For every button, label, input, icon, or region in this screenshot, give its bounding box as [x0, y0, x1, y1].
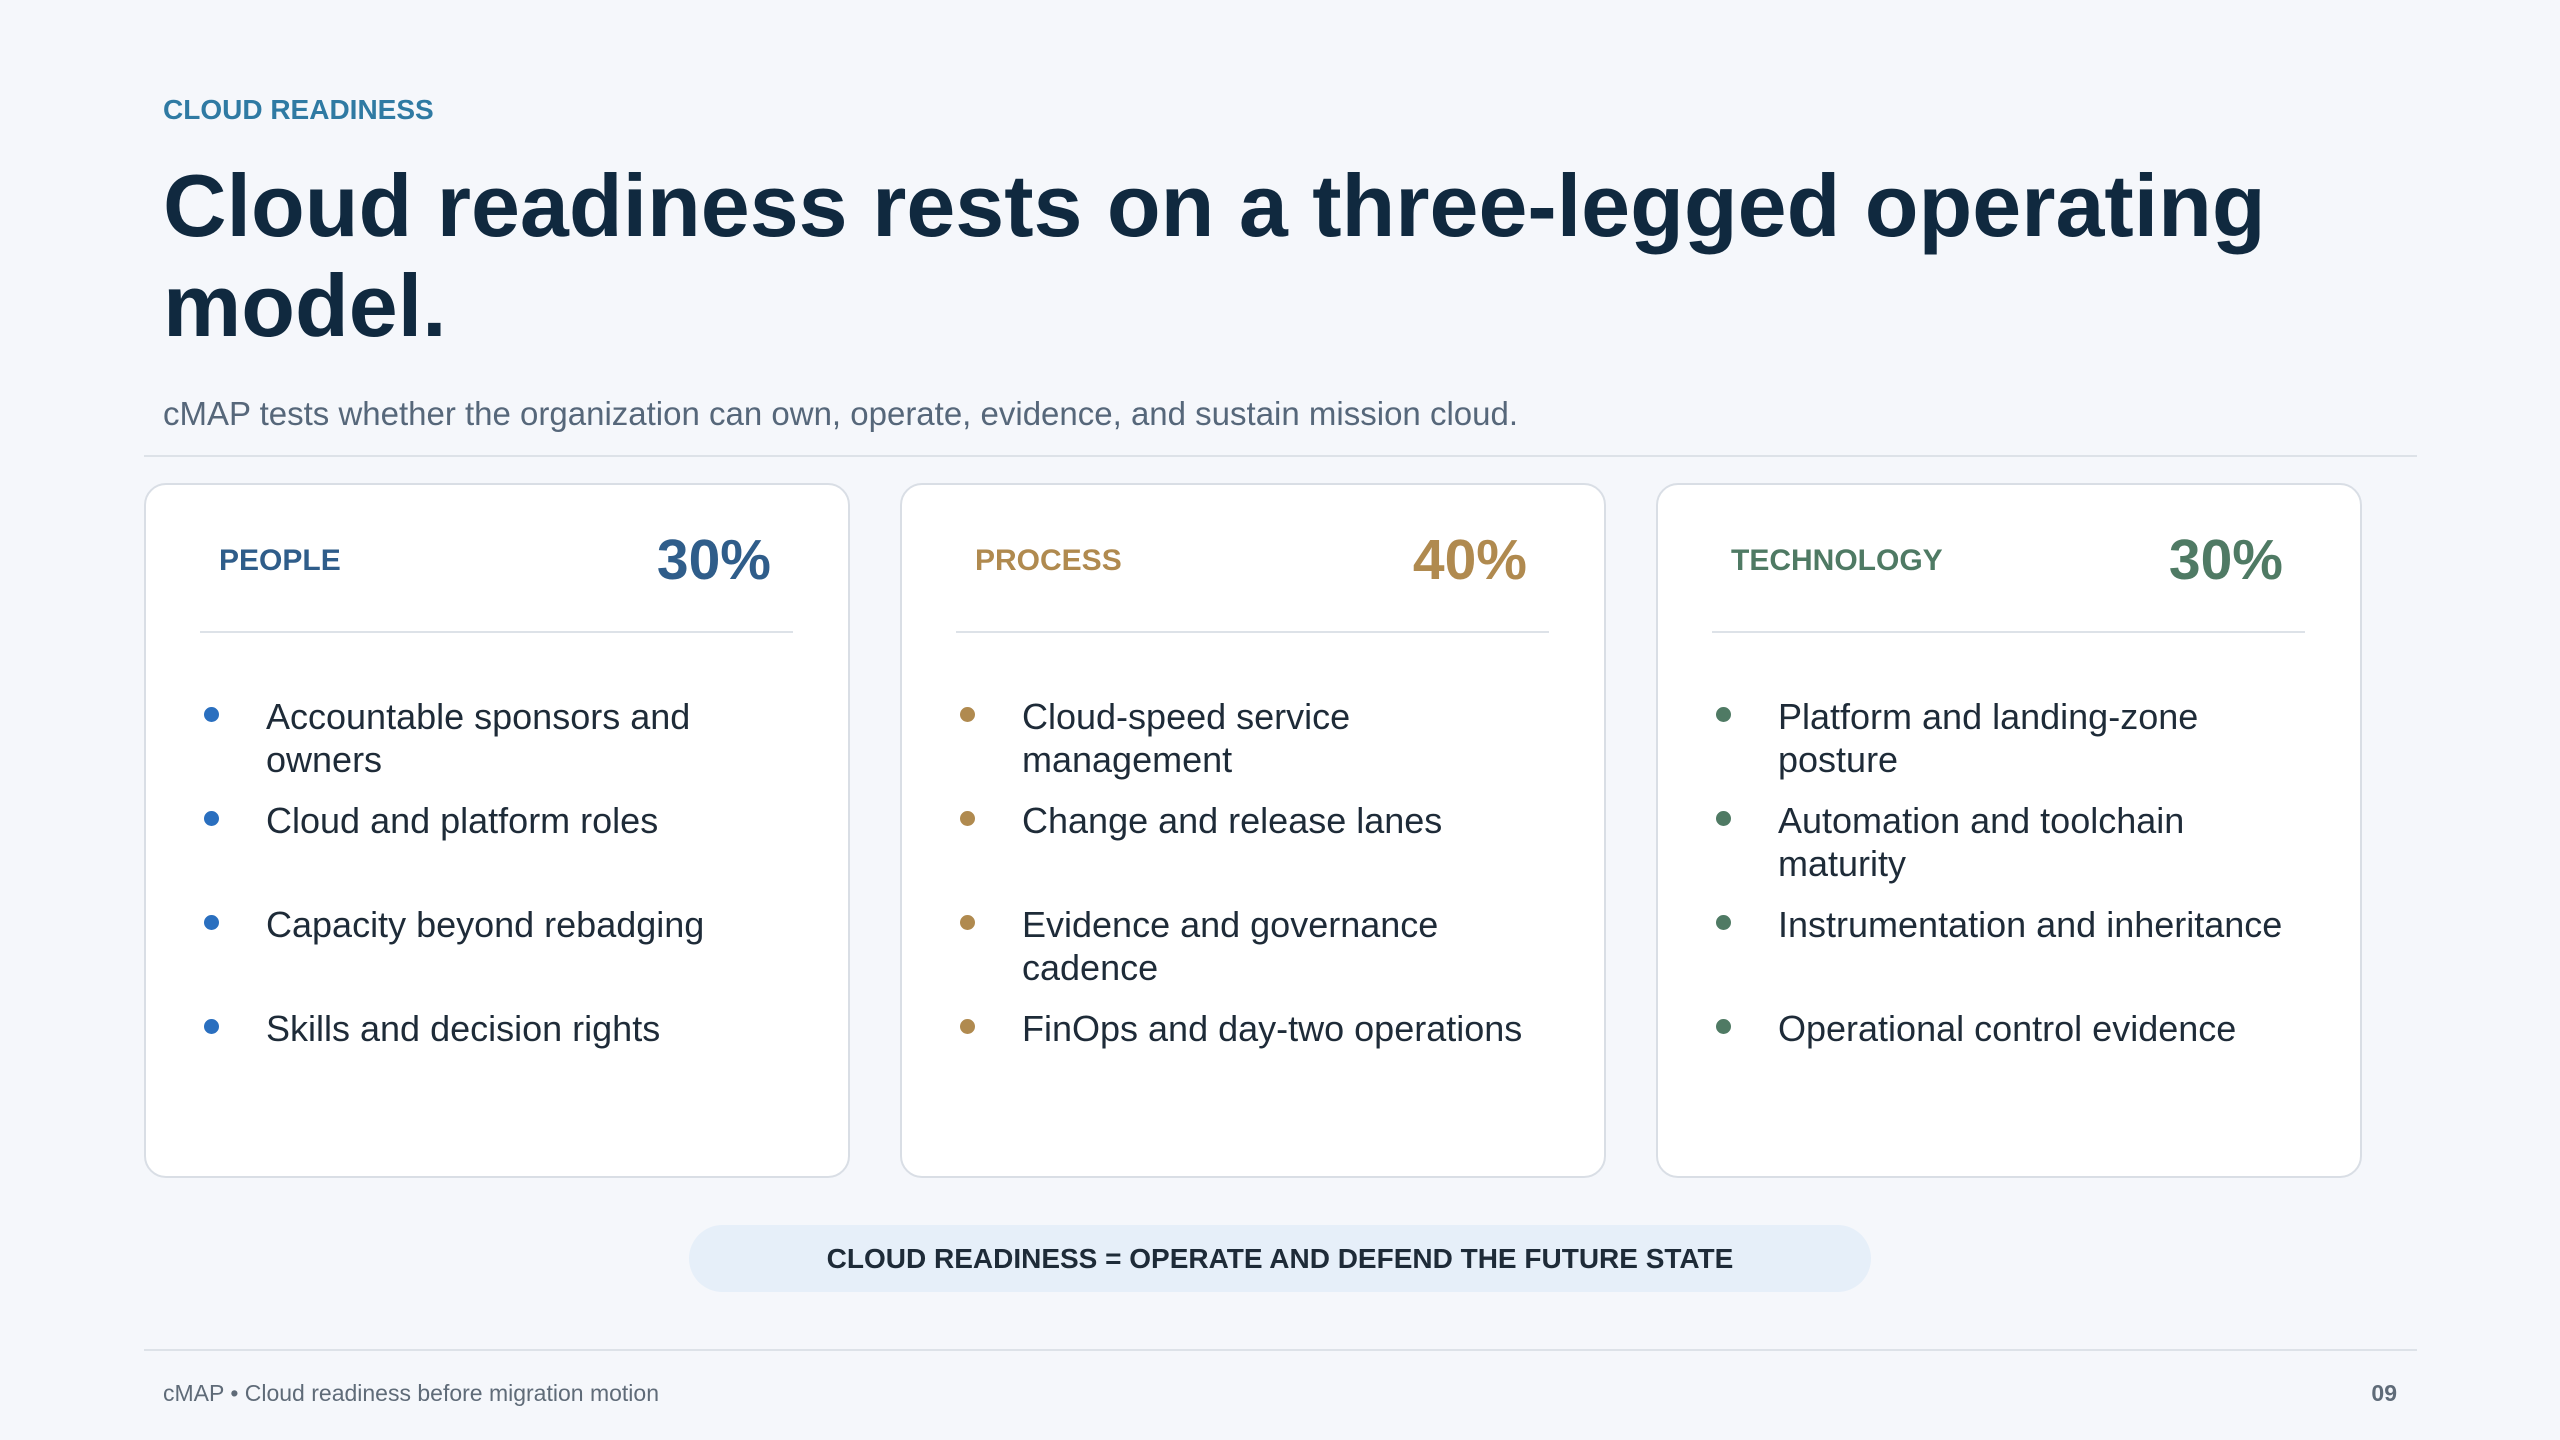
card-share: 30% [656, 528, 771, 592]
bullet-text: FinOps and day-two operations [1022, 1008, 1523, 1049]
bullet [960, 707, 975, 722]
card-divider [956, 631, 1549, 633]
bullet-text: Operational control evidence [1778, 1008, 2237, 1049]
card-divider [200, 631, 793, 633]
card-share: 40% [1412, 528, 1527, 592]
bullet [960, 811, 975, 826]
card-share: 30% [2168, 528, 2283, 592]
divider [144, 455, 2417, 457]
pillar-card: PEOPLE 30% Accountable sponsors and owners… [144, 483, 850, 1178]
divider [144, 1349, 2417, 1351]
card-divider [1712, 631, 2305, 633]
bullet-text: Instrumentation and inheritance [1778, 904, 2283, 945]
bullet-text: Automation and toolchain maturity [1778, 800, 2185, 884]
bullet [204, 811, 219, 826]
slide-title: Cloud readiness rests on a three-legged … [163, 156, 2266, 355]
footer-text: cMAP • Cloud readiness before migration … [163, 1380, 659, 1406]
page-number: 09 [2371, 1380, 2397, 1406]
bullet [960, 915, 975, 930]
card-label: PEOPLE [219, 544, 341, 577]
bullet-text: Evidence and governance cadence [1022, 904, 1439, 988]
bullet-text: Accountable sponsors and owners [266, 696, 691, 780]
eyebrow: CLOUD READINESS [163, 94, 434, 125]
bullet [960, 1019, 975, 1034]
bullet [204, 707, 219, 722]
bullet-text: Change and release lanes [1022, 800, 1443, 841]
bullet [1716, 1019, 1731, 1034]
bullet [1716, 915, 1731, 930]
subtitle: cMAP tests whether the organization can … [163, 395, 1518, 432]
bullet-text: Skills and decision rights [266, 1008, 661, 1049]
bullet [1716, 707, 1731, 722]
bullet [1716, 811, 1731, 826]
bullet [204, 915, 219, 930]
summary-banner: CLOUD READINESS = OPERATE AND DEFEND THE… [689, 1225, 1871, 1292]
pillar-card: TECHNOLOGY 30% Platform and landing-zone p… [1656, 483, 2362, 1178]
bullet-text: Platform and landing-zone posture [1778, 696, 2199, 780]
bullet-text: Cloud and platform roles [266, 800, 659, 841]
card-label: TECHNOLOGY [1731, 544, 1943, 577]
pillar-card: PROCESS 40% Cloud-speed service management… [900, 483, 1606, 1178]
card-label: PROCESS [975, 544, 1122, 577]
bullet-text: Capacity beyond rebadging [266, 904, 705, 945]
bullet [204, 1019, 219, 1034]
bullet-text: Cloud-speed service management [1022, 696, 1351, 780]
